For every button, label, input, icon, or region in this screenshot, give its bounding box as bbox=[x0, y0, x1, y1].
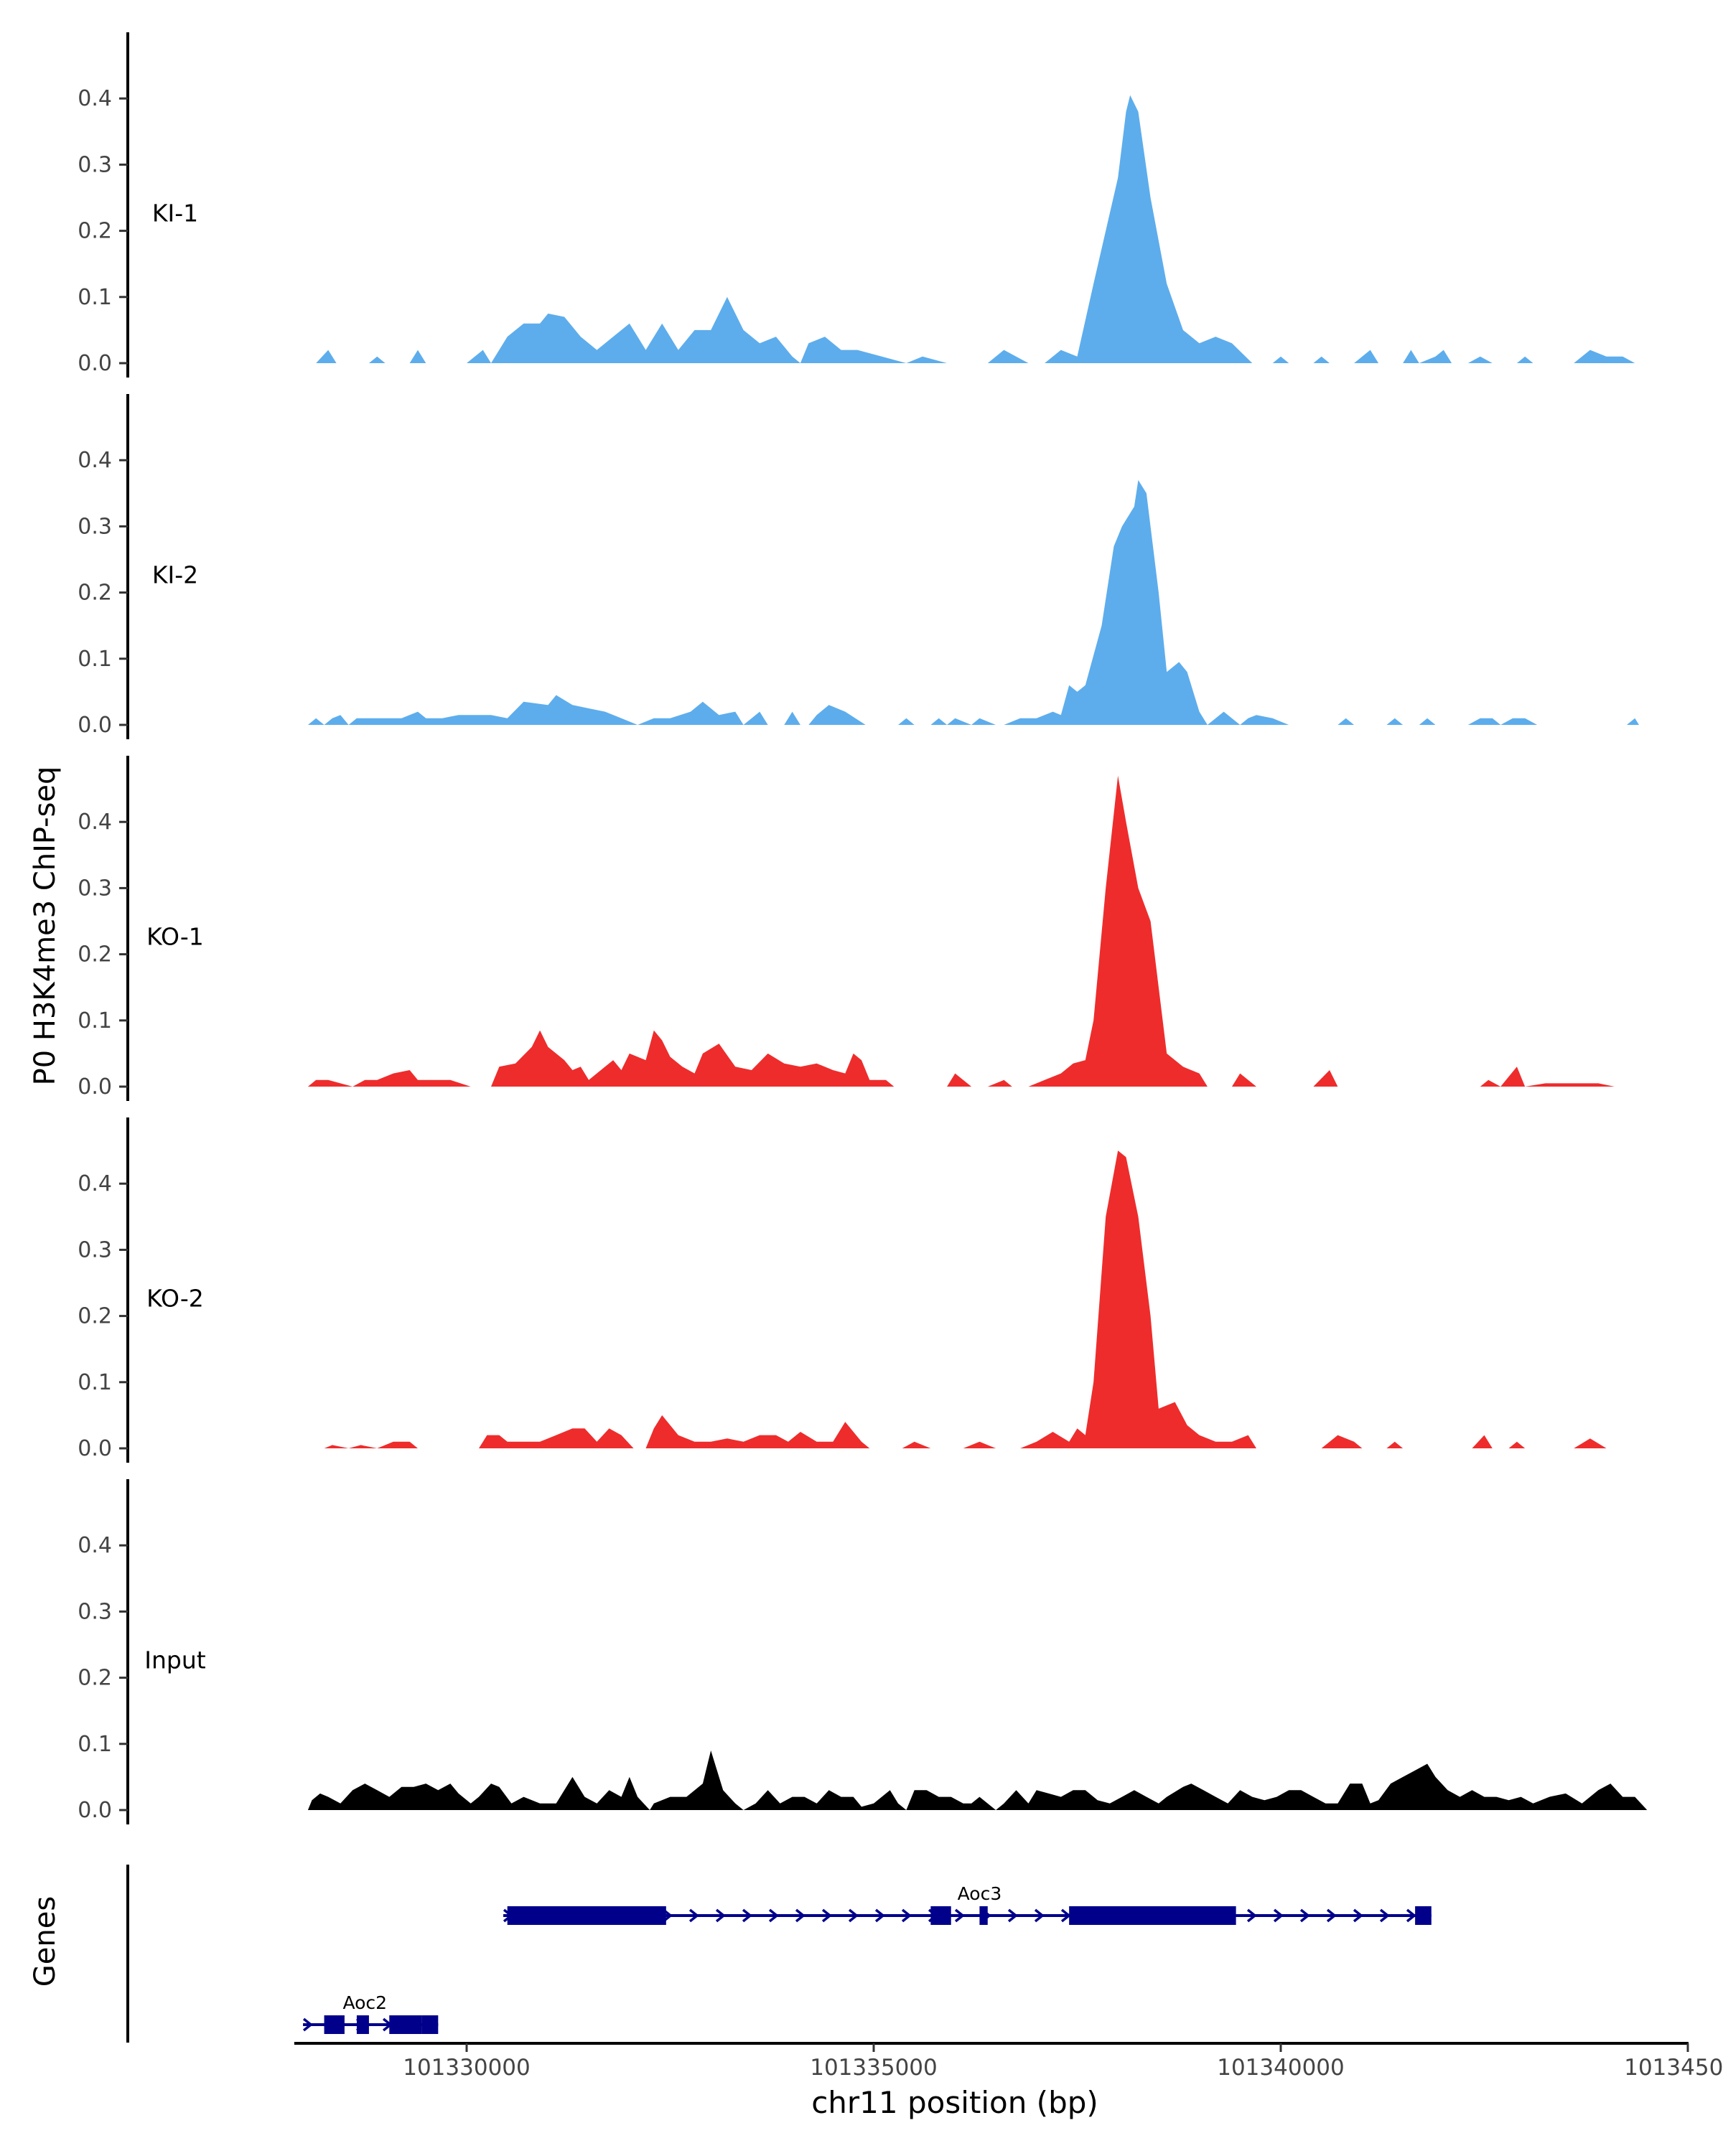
gene-exon bbox=[979, 1906, 988, 1925]
y-tick-label: 0.0 bbox=[78, 1436, 112, 1461]
y-tick-label: 0.1 bbox=[78, 1732, 112, 1757]
y-tick-label: 0.1 bbox=[78, 1008, 112, 1034]
y-tick-label: 0.3 bbox=[78, 152, 112, 177]
strand-chevron bbox=[1273, 1908, 1284, 1923]
strand-chevron bbox=[768, 1908, 779, 1923]
gene-label: Aoc2 bbox=[342, 1992, 387, 2013]
x-axis-label: chr11 position (bp) bbox=[811, 2085, 1098, 2120]
y-tick-label: 0.1 bbox=[78, 647, 112, 672]
strand-chevron bbox=[715, 1908, 726, 1923]
strand-chevron bbox=[1406, 1908, 1416, 1923]
strand-chevron bbox=[1007, 1908, 1018, 1923]
track-label: KO-2 bbox=[146, 1285, 204, 1313]
gene-exon bbox=[1069, 1906, 1236, 1925]
strand-chevron bbox=[688, 1908, 699, 1923]
gene-exon bbox=[1415, 1906, 1432, 1925]
x-axis: 101330000 101335000 101340000 101345000 bbox=[294, 2042, 1723, 2081]
strand-chevron bbox=[1034, 1908, 1045, 1923]
x-tick-label: 101330000 bbox=[403, 2055, 531, 2081]
y-tick-label: 0.0 bbox=[78, 351, 112, 376]
strand-chevron bbox=[1353, 1908, 1363, 1923]
x-tick-label: 101345000 bbox=[1624, 2055, 1723, 2081]
strand-chevron bbox=[874, 1908, 885, 1923]
track-panel-ko-1: 0.0 0.1 0.2 0.3 0.4 KO-1 bbox=[78, 756, 1615, 1101]
track-label: KI-1 bbox=[152, 200, 198, 228]
y-tick-label: 0.3 bbox=[78, 876, 112, 901]
signal-area-input bbox=[307, 1750, 1648, 1810]
y-tick-label: 0.4 bbox=[78, 448, 112, 473]
y-tick-label: 0.4 bbox=[78, 1171, 112, 1196]
strand-chevron bbox=[1379, 1908, 1390, 1923]
y-tick-label: 0.2 bbox=[78, 1304, 112, 1329]
y-tick-label: 0.2 bbox=[78, 219, 112, 244]
y-tick-label: 0.3 bbox=[78, 1599, 112, 1624]
track-panel-ko-2: 0.0 0.1 0.2 0.3 0.4 KO-2 bbox=[78, 1117, 1607, 1463]
gene-exon bbox=[421, 2015, 439, 2034]
strand-chevron bbox=[302, 2017, 313, 2032]
gene-exon bbox=[507, 1906, 666, 1925]
y-tick-label: 0.2 bbox=[78, 942, 112, 967]
gene-exon bbox=[356, 2015, 369, 2034]
gene-label: Aoc3 bbox=[958, 1883, 1002, 1904]
y-tick-label: 0.0 bbox=[78, 713, 112, 738]
track-panel-input: 0.0 0.1 0.2 0.3 0.4 Input bbox=[78, 1479, 1648, 1824]
y-tick-label: 0.3 bbox=[78, 514, 112, 539]
y-axis-label: P0 H3K4me3 ChIP-seq bbox=[29, 767, 62, 1086]
strand-chevron bbox=[1060, 1908, 1071, 1923]
strand-chevron bbox=[848, 1908, 859, 1923]
strand-chevron bbox=[954, 1908, 965, 1923]
strand-chevron bbox=[795, 1908, 806, 1923]
genes-layer: Aoc3 Aoc2 bbox=[126, 1865, 1432, 2043]
track-label: Input bbox=[144, 1646, 206, 1674]
gene-aoc2: Aoc2 bbox=[302, 1992, 439, 2034]
tracks-layer: 0.00.10.20.30.4KI-10.00.10.20.30.4KI-20.… bbox=[78, 32, 1648, 1824]
gene-exon bbox=[389, 2015, 422, 2034]
gene-exon bbox=[324, 2015, 345, 2034]
y-tick-label: 0.2 bbox=[78, 1666, 112, 1691]
y-tick-label: 0.1 bbox=[78, 1370, 112, 1395]
genes-axis-label: Genes bbox=[29, 1896, 62, 1987]
y-tick-label: 0.4 bbox=[78, 1533, 112, 1558]
y-tick-label: 0.2 bbox=[78, 581, 112, 606]
x-tick-label: 101340000 bbox=[1217, 2055, 1345, 2081]
strand-chevron bbox=[1326, 1908, 1337, 1923]
track-label: KI-2 bbox=[152, 561, 198, 589]
x-tick-label: 101335000 bbox=[810, 2055, 938, 2081]
y-tick-label: 0.4 bbox=[78, 86, 112, 111]
gene-aoc3: Aoc3 bbox=[503, 1883, 1432, 1925]
signal-area-ki-1 bbox=[316, 95, 1635, 363]
signal-area-ki-2 bbox=[307, 479, 1639, 725]
strand-chevron bbox=[1299, 1908, 1310, 1923]
track-label: KO-1 bbox=[146, 923, 204, 951]
strand-chevron bbox=[821, 1908, 832, 1923]
y-tick-label: 0.4 bbox=[78, 810, 112, 835]
y-tick-label: 0.0 bbox=[78, 1074, 112, 1100]
y-tick-label: 0.1 bbox=[78, 285, 112, 310]
y-tick-label: 0.0 bbox=[78, 1798, 112, 1823]
strand-chevron bbox=[901, 1908, 912, 1923]
track-panel-ki-2: 0.0 0.1 0.2 0.3 0.4 KI-2 bbox=[78, 394, 1639, 739]
strand-chevron bbox=[742, 1908, 752, 1923]
track-panel-ki-1: 0.0 0.1 0.2 0.3 0.4 KI-1 bbox=[78, 32, 1635, 378]
y-tick-label: 0.3 bbox=[78, 1237, 112, 1262]
signal-area-ko-2 bbox=[324, 1150, 1607, 1448]
signal-area-ko-1 bbox=[307, 775, 1615, 1087]
strand-chevron bbox=[1246, 1908, 1257, 1923]
gene-exon bbox=[930, 1906, 951, 1925]
